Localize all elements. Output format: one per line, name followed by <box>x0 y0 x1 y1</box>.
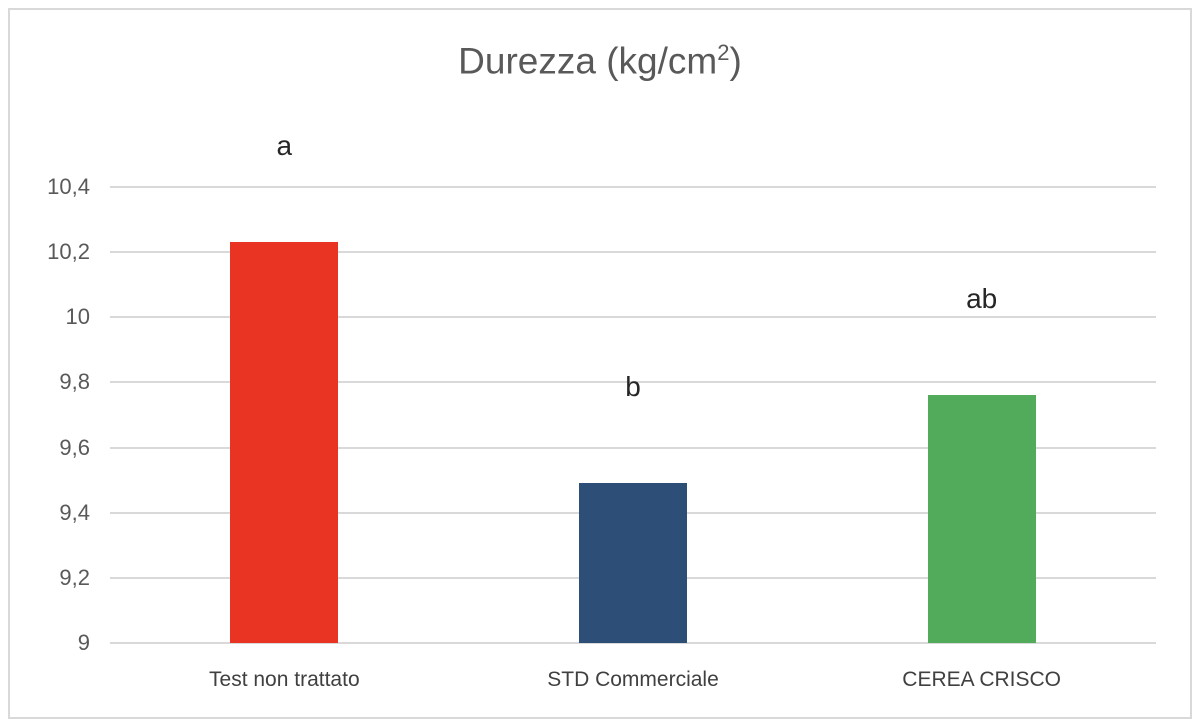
significance-letter: ab <box>966 283 998 315</box>
bar <box>927 395 1036 643</box>
y-tick-label: 10,4 <box>47 174 90 199</box>
y-tick-label: 9,8 <box>59 369 90 395</box>
significance-letter: b <box>625 371 641 403</box>
gridline <box>110 446 1156 449</box>
bar <box>230 242 339 643</box>
plot-area <box>110 186 1156 644</box>
y-tick-label: 9,6 <box>59 434 90 460</box>
gridline <box>110 251 1156 254</box>
y-tick-label: 9 <box>77 630 90 655</box>
x-tick-label: CEREA CRISCO <box>902 668 1061 691</box>
gridline <box>110 316 1156 319</box>
y-tick-label: 10 <box>65 304 90 330</box>
gridline <box>110 186 1156 188</box>
gridline <box>110 642 1156 644</box>
gridline <box>110 381 1156 384</box>
x-tick-label: Test non trattato <box>209 668 360 691</box>
y-tick-label: 9,2 <box>59 564 90 590</box>
bar <box>579 483 687 643</box>
chart-title: Durezza (kg/cm2) <box>458 40 742 82</box>
y-tick-label: 9,4 <box>59 499 90 525</box>
y-tick-label: 10,2 <box>47 239 90 265</box>
significance-letter: a <box>276 130 293 162</box>
x-tick-label: STD Commerciale <box>547 668 719 691</box>
